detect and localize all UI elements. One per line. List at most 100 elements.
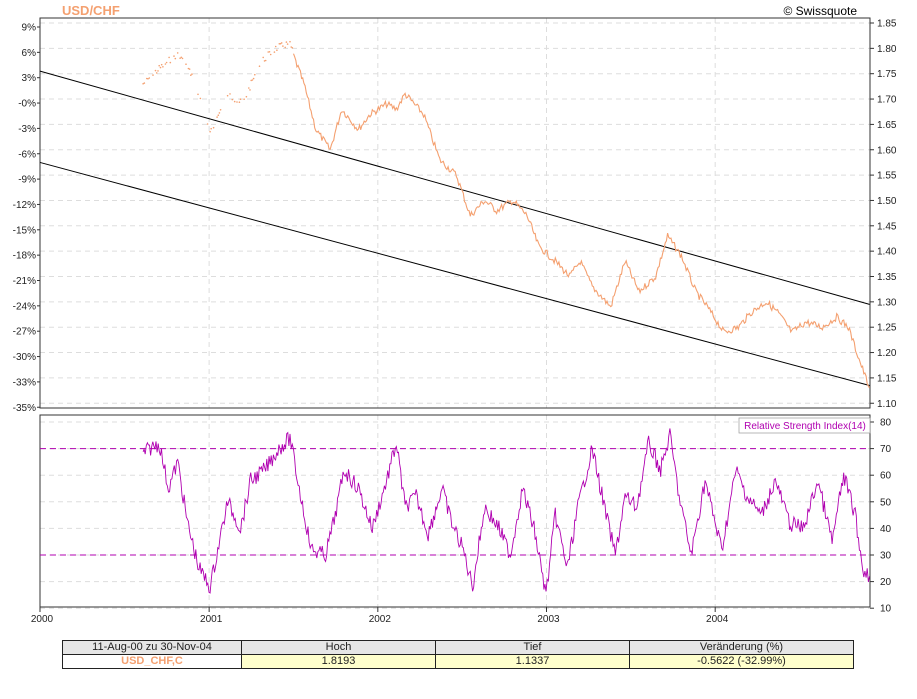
- price-dot: [236, 101, 238, 103]
- left-tick-label: -18%: [13, 251, 36, 262]
- price-dot: [216, 116, 218, 118]
- left-tick-label: -9%: [18, 175, 36, 186]
- left-percent-axis: 9% 6% 3% -0% -3% -6% -9% -12% -15% -18% -21% -24% -2…: [13, 23, 40, 414]
- summary-table: 11-Aug-00 zu 30-Nov-04 Hoch Tief Verände…: [62, 640, 854, 669]
- price-dot: [155, 72, 158, 74]
- price-dot: [269, 53, 272, 56]
- right-tick-label: 1.65: [877, 120, 897, 131]
- x-tick-label: 2000: [31, 614, 54, 625]
- summary-header-high: Hoch: [241, 640, 436, 655]
- price-dot: [174, 57, 177, 60]
- price-dot: [229, 93, 231, 95]
- price-dot: [273, 51, 276, 53]
- price-dot: [243, 98, 245, 100]
- left-tick-label: -24%: [13, 301, 36, 312]
- price-dot: [258, 65, 261, 67]
- summary-low-value: 1.1337: [435, 654, 630, 669]
- chart-title: USD/CHF: [62, 3, 120, 18]
- price-dot: [164, 63, 167, 65]
- price-dot: [217, 114, 220, 116]
- rsi-tick-label: 50: [880, 497, 892, 508]
- rsi-tick-label: 30: [880, 551, 892, 562]
- price-dot: [146, 77, 148, 80]
- rsi-series-line: [142, 428, 870, 594]
- price-dot: [187, 67, 190, 70]
- price-dot: [251, 79, 254, 81]
- price-dot: [219, 109, 222, 111]
- price-dot: [249, 89, 251, 91]
- price-dot: [218, 112, 221, 114]
- summary-header-change: Veränderung (%): [629, 640, 854, 655]
- price-dot: [239, 98, 242, 100]
- price-dot: [165, 61, 168, 64]
- price-dot: [284, 46, 287, 49]
- price-dot: [280, 42, 283, 44]
- rsi-tick-label: 40: [880, 524, 892, 535]
- x-tick-label: 2004: [706, 614, 729, 625]
- price-dot: [267, 51, 270, 53]
- price-dot: [154, 69, 157, 72]
- price-dot: [245, 95, 248, 98]
- right-price-axis: 1.85 1.80 1.75 1.70 1.65 1.60 1.55 1.50 1.45 1.40…: [870, 19, 897, 410]
- price-dot: [176, 52, 179, 54]
- price-dot: [285, 41, 288, 43]
- price-dot: [147, 78, 149, 80]
- summary-symbol: USD_CHF,C: [62, 654, 242, 669]
- left-tick-label: 9%: [22, 23, 37, 34]
- price-dot: [142, 83, 144, 85]
- rsi-panel-frame: [39, 414, 871, 608]
- right-tick-label: 1.10: [877, 399, 897, 410]
- left-tick-label: 6%: [22, 48, 37, 59]
- price-early-dotted: [142, 40, 294, 133]
- rsi-tick-label: 60: [880, 471, 892, 482]
- x-tick-label: 2002: [369, 614, 392, 625]
- right-tick-label: 1.20: [877, 348, 897, 359]
- left-tick-label: -35%: [13, 403, 36, 414]
- left-tick-label: -33%: [13, 377, 36, 388]
- price-dot: [206, 123, 209, 125]
- summary-change-value: -0.5622 (-32.99%): [629, 654, 854, 669]
- price-dot: [290, 46, 293, 48]
- price-dot: [152, 74, 154, 76]
- left-tick-label: -0%: [18, 99, 36, 110]
- price-dot: [157, 70, 159, 72]
- right-tick-label: 1.80: [877, 44, 897, 55]
- channel-upper-line: [39, 70, 870, 305]
- chart-root: USD/CHF © Swissquote 9% 6% 3% -0% -3% -6% -9% -…: [13, 3, 897, 625]
- price-dot: [191, 73, 193, 75]
- right-tick-label: 1.60: [877, 145, 897, 156]
- right-tick-label: 1.50: [877, 196, 897, 207]
- price-dot: [159, 66, 162, 69]
- x-axis-years: 2000 2001 2002 2003 2004: [31, 607, 729, 625]
- price-dot: [264, 59, 267, 62]
- price-dot: [148, 77, 151, 79]
- rsi-tick-label: 70: [880, 444, 892, 455]
- price-dot: [162, 66, 164, 68]
- summary-header-range: 11-Aug-00 zu 30-Nov-04: [62, 640, 242, 655]
- price-dot: [210, 127, 212, 130]
- copyright-credit: © Swissquote: [783, 4, 857, 18]
- left-tick-label: -15%: [13, 225, 36, 236]
- left-tick-label: -3%: [18, 124, 36, 135]
- price-dot: [254, 73, 256, 76]
- right-tick-label: 1.30: [877, 297, 897, 308]
- price-dot: [278, 43, 281, 45]
- price-dot: [199, 97, 202, 100]
- price-dot: [181, 57, 184, 60]
- channel-lower-line: [39, 161, 870, 386]
- price-dot: [188, 68, 191, 70]
- left-tick-label: -30%: [13, 352, 36, 363]
- price-dot: [168, 56, 170, 59]
- price-dot: [276, 49, 278, 51]
- right-tick-label: 1.70: [877, 95, 897, 106]
- price-dot: [268, 51, 271, 53]
- price-dot: [231, 98, 234, 101]
- right-tick-label: 1.15: [877, 373, 897, 384]
- price-dot: [197, 93, 199, 96]
- rsi-legend-box: [738, 417, 871, 434]
- left-tick-label: -6%: [18, 149, 36, 160]
- price-panel-frame: [39, 17, 871, 409]
- rsi-tick-label: 10: [880, 604, 892, 615]
- price-dot: [279, 42, 282, 45]
- trend-channel: [39, 70, 870, 386]
